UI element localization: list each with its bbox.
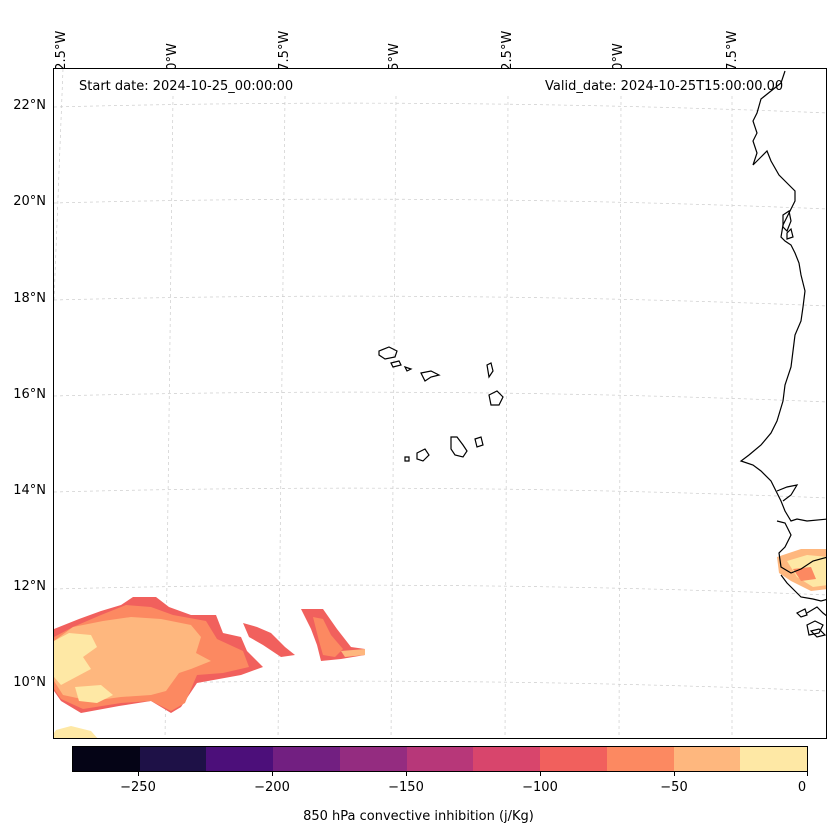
gridline-lat-12n <box>54 584 826 596</box>
lat-label-18n: 18°N <box>13 291 46 306</box>
gridline-lon-27-5w <box>277 95 286 738</box>
lat-label-20n: 20°N <box>13 194 46 209</box>
island-santa-luzia <box>403 365 413 372</box>
dakhla-peninsula <box>782 210 792 233</box>
valid-date-label: Valid_date: 2024-10-25T15:00:00.00 <box>545 79 784 94</box>
coast-south-a <box>780 574 826 602</box>
colorbar-segment <box>339 747 407 771</box>
cin-patch-mid-b-inner <box>313 617 343 657</box>
colorbar-segment <box>206 747 274 771</box>
colorbar-segment <box>273 747 340 771</box>
colorbar-segment <box>606 747 674 771</box>
coastlines <box>739 70 826 638</box>
island-brava <box>404 456 410 462</box>
gridline-lat-20n <box>54 198 826 210</box>
lat-label-16n: 16°N <box>13 387 46 402</box>
island-fogo <box>416 448 430 462</box>
colorbar-tick <box>272 772 273 776</box>
island-boa-vista <box>488 390 504 406</box>
cin-contour-0b <box>75 685 113 703</box>
island-maio <box>474 436 484 448</box>
colorbar-ticklabel: 0 <box>797 780 807 795</box>
island-santo-antao <box>378 346 398 360</box>
gridline-lat-16n <box>54 391 826 403</box>
map-panel[interactable]: Start date: 2024-10-25_00:00:00 Valid_da… <box>53 68 827 739</box>
island-sal <box>486 362 494 379</box>
colorbar-segment <box>473 747 541 771</box>
senegal-river-mouth <box>776 484 799 502</box>
island-sao-vicente <box>390 360 402 368</box>
colorbar-ticklabel: −150 <box>388 780 424 795</box>
colorbar-tick <box>406 772 407 776</box>
colorbar-ticklabel: −100 <box>522 780 558 795</box>
gridline-lon-22-5w <box>504 95 509 738</box>
gridline-lat-22n <box>54 102 826 114</box>
africa-coastline <box>739 70 826 522</box>
gridline-lon-32-5w <box>54 69 64 302</box>
colorbar-ticklabel: −200 <box>254 780 290 795</box>
colorbar-segment <box>406 747 474 771</box>
cin-contour-0c <box>54 726 98 738</box>
cin-patch-mid-a <box>243 623 295 657</box>
cape-verde-islands <box>378 346 504 462</box>
colorbar <box>72 746 808 772</box>
cin-patch-mid-b-light <box>341 649 365 657</box>
island-santiago <box>450 436 468 458</box>
cin-contour-25 <box>54 617 211 701</box>
colorbar-tick <box>138 772 139 776</box>
gridline-lon-25w <box>390 95 397 738</box>
colorbar-segment <box>673 747 741 771</box>
map-canvas <box>54 69 826 738</box>
colorbar-segment <box>540 747 607 771</box>
coast-south-b <box>806 606 826 617</box>
lat-label-12n: 12°N <box>13 579 46 594</box>
colorbar-ticklabel: −250 <box>120 780 156 795</box>
lat-label-14n: 14°N <box>13 483 46 498</box>
coast-south-c <box>806 620 824 636</box>
colorbar-segment <box>740 747 808 771</box>
colorbar-segment <box>139 747 207 771</box>
coast-south-d <box>809 628 826 638</box>
gridline-lat-18n <box>54 295 826 307</box>
lat-label-22n: 22°N <box>13 98 46 113</box>
gambia-coast <box>776 520 826 574</box>
start-date-label: Start date: 2024-10-25_00:00:00 <box>79 79 294 94</box>
island-sao-nicolau <box>420 370 441 382</box>
gridline-lat-14n <box>54 487 826 499</box>
cin-field-southwest <box>54 597 365 738</box>
gridline-lon-20w <box>618 95 622 738</box>
colorbar-title: 850 hPa convective inhibition (j/Kg) <box>303 809 534 824</box>
colorbar-segment <box>73 747 140 771</box>
colorbar-ticklabel: −50 <box>660 780 688 795</box>
cin-contour-0a <box>54 633 97 685</box>
cin-field-coast <box>777 549 826 591</box>
colorbar-tick <box>807 772 808 776</box>
coast-inlet <box>786 227 794 240</box>
lat-label-10n: 10°N <box>13 675 46 690</box>
colorbar-tick <box>540 772 541 776</box>
bijagos-island <box>795 608 808 618</box>
colorbar-tick <box>674 772 675 776</box>
